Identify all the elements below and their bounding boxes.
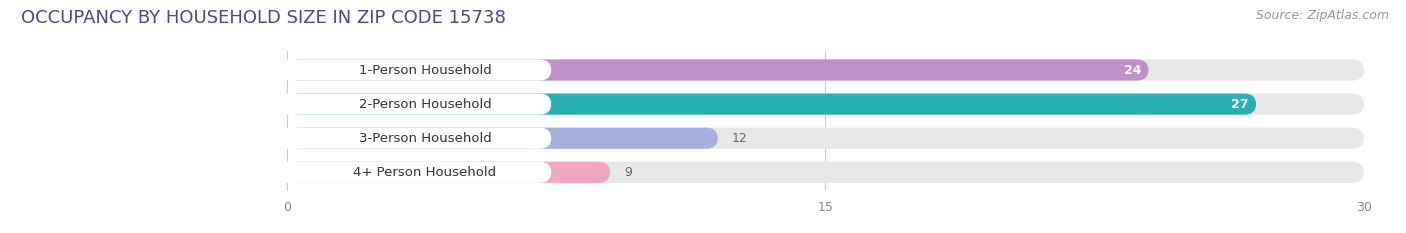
FancyBboxPatch shape — [264, 162, 551, 183]
Text: 3-Person Household: 3-Person Household — [359, 132, 491, 145]
FancyBboxPatch shape — [287, 93, 1256, 115]
Text: 12: 12 — [733, 132, 748, 145]
Text: 4+ Person Household: 4+ Person Household — [353, 166, 496, 179]
FancyBboxPatch shape — [287, 59, 1364, 81]
Text: 2-Person Household: 2-Person Household — [359, 98, 491, 111]
FancyBboxPatch shape — [287, 59, 1149, 81]
Text: 1-Person Household: 1-Person Household — [359, 64, 491, 76]
FancyBboxPatch shape — [287, 128, 1364, 149]
FancyBboxPatch shape — [264, 93, 551, 115]
FancyBboxPatch shape — [287, 162, 610, 183]
FancyBboxPatch shape — [287, 128, 718, 149]
FancyBboxPatch shape — [264, 59, 551, 81]
FancyBboxPatch shape — [287, 93, 1364, 115]
FancyBboxPatch shape — [264, 128, 551, 149]
Text: Source: ZipAtlas.com: Source: ZipAtlas.com — [1256, 9, 1389, 22]
Text: OCCUPANCY BY HOUSEHOLD SIZE IN ZIP CODE 15738: OCCUPANCY BY HOUSEHOLD SIZE IN ZIP CODE … — [21, 9, 506, 27]
FancyBboxPatch shape — [287, 162, 1364, 183]
Text: 9: 9 — [624, 166, 633, 179]
Text: 24: 24 — [1123, 64, 1142, 76]
Text: 27: 27 — [1232, 98, 1249, 111]
